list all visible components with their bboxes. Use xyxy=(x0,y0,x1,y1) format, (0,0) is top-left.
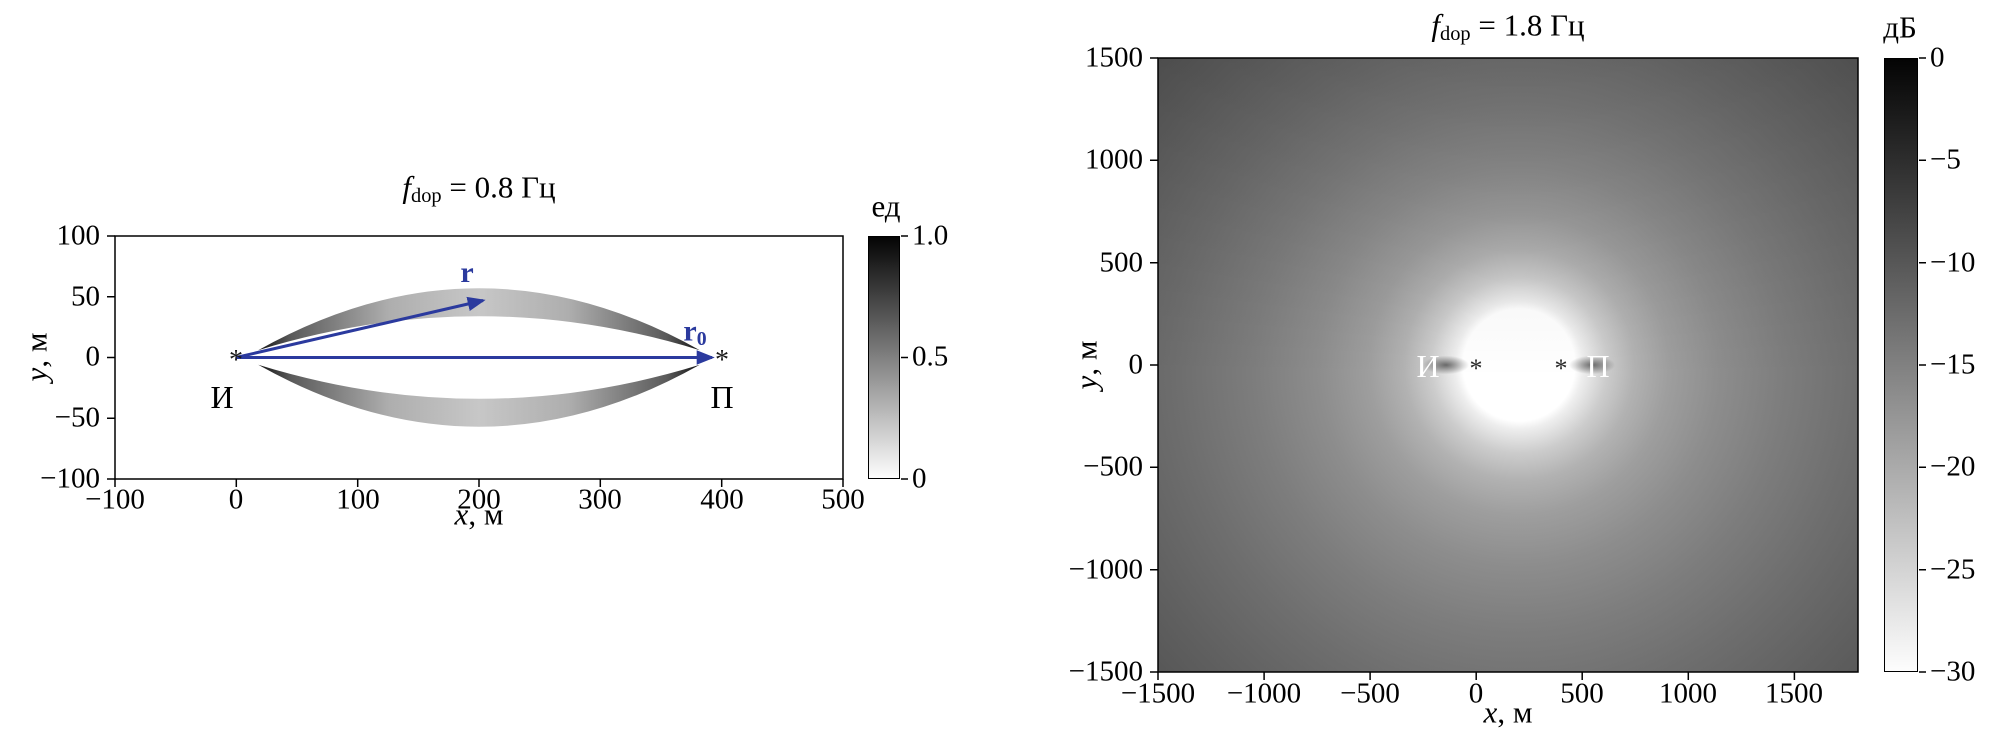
left-receiver-label: П xyxy=(710,379,734,415)
right-x-tick: 500 xyxy=(1560,677,1604,710)
left-colorbar xyxy=(868,236,900,479)
left-x-tick: 100 xyxy=(336,483,380,516)
right-x-tick: 1500 xyxy=(1765,677,1823,710)
right-x-tick: −500 xyxy=(1340,677,1400,710)
right-receiver-label: П xyxy=(1586,348,1610,384)
left-plot-title: fdop = 0.8 Гц xyxy=(402,172,555,207)
right-source-label: И xyxy=(1416,348,1440,384)
right-heatmap-field xyxy=(1158,58,1858,672)
left-x-axis-label: x, м xyxy=(455,499,504,530)
left-y-tick: −50 xyxy=(54,401,100,434)
right-x-axis-label: x, м xyxy=(1484,697,1533,728)
left-x-tick: 200 xyxy=(457,483,501,516)
right-y-tick: −1000 xyxy=(1068,553,1143,586)
left-plot-frame xyxy=(114,235,844,480)
vector-r0-label: r0 xyxy=(683,316,706,349)
left-title-eq: = 0.8 Гц xyxy=(441,169,556,205)
left-x-tick: 300 xyxy=(578,483,622,516)
left-y-axis-label: y, м xyxy=(18,332,54,382)
left-y-tick: 0 xyxy=(85,340,101,373)
right-colorbar-tick: −20 xyxy=(1930,450,1976,483)
right-plot-title: fdop = 1.8 Гц xyxy=(1431,10,1584,45)
left-colorbar-label: ед xyxy=(871,188,901,224)
left-receiver-marker-icon: * xyxy=(715,345,729,376)
left-ylabel-unit: , м xyxy=(18,332,54,368)
left-y-tick: −100 xyxy=(40,462,100,495)
right-colorbar-tick: −5 xyxy=(1930,143,1961,176)
vector-r-arrow xyxy=(235,296,486,359)
right-title-sub: dop xyxy=(1439,23,1471,46)
lower-lens-band xyxy=(258,364,700,427)
right-x-tick: 1000 xyxy=(1659,677,1717,710)
right-ylabel-unit: , м xyxy=(1068,340,1104,376)
right-y-tick: 0 xyxy=(1128,348,1144,381)
right-xlabel-var: x xyxy=(1483,694,1498,730)
left-colorbar-tick: 1.0 xyxy=(912,219,949,252)
right-colorbar-tick: −10 xyxy=(1930,246,1976,279)
left-source-label: И xyxy=(210,379,234,415)
left-colorbar-tick: 0 xyxy=(912,462,927,495)
right-colorbar-tick: −15 xyxy=(1930,348,1976,381)
vector-r0-base: r xyxy=(683,314,697,348)
right-colorbar-label: дБ xyxy=(1883,9,1917,45)
left-title-sub: dop xyxy=(410,185,442,208)
right-y-tick: −1500 xyxy=(1068,655,1143,688)
right-x-tick: −1000 xyxy=(1226,677,1302,710)
left-xlabel-var: x xyxy=(454,496,469,532)
right-title-eq: = 1.8 Гц xyxy=(1470,7,1585,43)
left-plot-tick-marks xyxy=(107,235,844,487)
right-colorbar xyxy=(1884,58,1918,672)
left-x-tick: 400 xyxy=(700,483,744,516)
right-ylabel-var: y xyxy=(1068,375,1104,390)
left-colorbar-tick-marks xyxy=(901,235,908,480)
right-colorbar-tick: −30 xyxy=(1930,655,1976,688)
left-x-tick: 500 xyxy=(821,483,865,516)
left-x-tick: −100 xyxy=(85,483,145,516)
left-colorbar-tick: 0.5 xyxy=(912,340,949,373)
right-y-tick: −500 xyxy=(1083,450,1143,483)
upper-lens-band xyxy=(258,288,700,351)
right-y-tick: 1500 xyxy=(1085,41,1143,74)
right-colorbar-tick: 0 xyxy=(1930,41,1945,74)
left-ylabel-var: y xyxy=(18,367,54,382)
left-y-tick: 100 xyxy=(56,219,101,252)
left-y-tick: 50 xyxy=(71,280,100,313)
left-title-f: f xyxy=(402,169,411,205)
left-x-tick: 0 xyxy=(228,483,244,516)
right-colorbar-tick-marks xyxy=(1919,57,1926,673)
right-x-tick: 0 xyxy=(1468,677,1484,710)
right-title-f: f xyxy=(1431,7,1440,43)
right-colorbar-tick: −25 xyxy=(1930,553,1976,586)
left-xlabel-unit: , м xyxy=(468,496,504,532)
right-x-tick: −1500 xyxy=(1120,677,1196,710)
vector-r-label: r xyxy=(460,256,474,289)
left-source-marker-icon: * xyxy=(229,345,243,376)
vector-r0-sub: 0 xyxy=(696,327,707,350)
right-y-tick: 500 xyxy=(1099,246,1144,279)
right-y-axis-label: y, м xyxy=(1068,340,1104,390)
right-y-tick: 1000 xyxy=(1085,143,1143,176)
right-xlabel-unit: , м xyxy=(1497,694,1533,730)
